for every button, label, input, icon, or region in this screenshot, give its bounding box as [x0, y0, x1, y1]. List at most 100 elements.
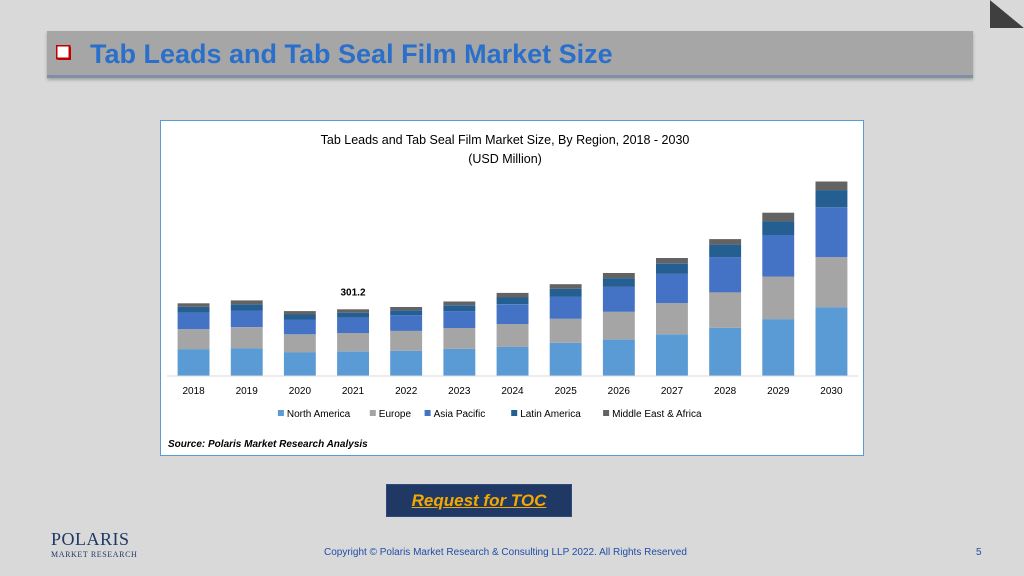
bar-segment-2021-latin-america: [337, 312, 369, 318]
bar-segment-2019-middle-east-africa: [230, 300, 263, 305]
x-tick-2026: 2026: [608, 386, 631, 397]
x-tick-2027: 2027: [661, 386, 684, 397]
bar-segment-2024-europe: [496, 324, 529, 347]
legend-swatch-latin-america: [511, 410, 518, 416]
logo-subtitle: MARKET RESEARCH: [51, 550, 138, 559]
bar-segment-2018-asia-pacific: [177, 312, 210, 330]
bar-segment-2024-middle-east-africa: [496, 292, 529, 298]
chart-subtitle: (USD Million): [468, 152, 542, 166]
bar-segment-2019-latin-america: [230, 304, 263, 311]
legend-label-middle-east-africa: Middle East & Africa: [612, 409, 702, 420]
bar-segment-2027-latin-america: [656, 263, 688, 274]
bar-segment-2027-europe: [656, 303, 688, 335]
x-tick-2020: 2020: [289, 386, 312, 397]
bar-segment-2018-north-america: [177, 349, 210, 376]
legend-label-asia-pacific: Asia Pacific: [434, 409, 486, 420]
slide-title-bar: Tab Leads and Tab Seal Film Market Size: [47, 31, 973, 78]
bar-segment-2030-north-america: [815, 307, 848, 376]
bar-segment-2022-north-america: [390, 350, 423, 376]
chart-title: Tab Leads and Tab Seal Film Market Size,…: [321, 133, 690, 147]
x-tick-2030: 2030: [820, 386, 843, 397]
bar-segment-2030-latin-america: [815, 190, 848, 208]
bar-segment-2023-europe: [443, 327, 476, 349]
bar-segment-2026-north-america: [602, 339, 635, 376]
bar-segment-2029-latin-america: [762, 221, 795, 235]
logo-name: POLARIS: [51, 529, 130, 549]
bar-segment-2030-europe: [815, 257, 848, 308]
bar-segment-2025-asia-pacific: [549, 296, 582, 319]
stacked-bar-chart: Tab Leads and Tab Seal Film Market Size,…: [167, 133, 858, 450]
legend-swatch-middle-east-africa: [603, 410, 610, 416]
bar-segment-2023-north-america: [443, 348, 476, 376]
bar-segment-2019-north-america: [230, 348, 263, 376]
x-tick-2021: 2021: [342, 386, 365, 397]
bar-segment-2025-middle-east-africa: [549, 284, 582, 289]
bar-segment-2020-asia-pacific: [283, 319, 316, 335]
bar-segment-2018-europe: [177, 329, 210, 350]
bar-segment-2020-middle-east-africa: [283, 311, 316, 315]
legend-swatch-north-america: [277, 410, 284, 416]
bar-segment-2020-north-america: [283, 352, 316, 376]
request-toc-label: Request for TOC: [411, 490, 547, 510]
bar-segment-2019-europe: [230, 327, 263, 349]
data-label-2021: 301.2: [340, 287, 365, 298]
bar-segment-2029-europe: [762, 276, 795, 320]
bar-segment-2030-middle-east-africa: [815, 181, 848, 191]
bar-segment-2029-asia-pacific: [762, 235, 795, 277]
bar-segment-2028-asia-pacific: [709, 257, 742, 293]
bar-segment-2026-latin-america: [602, 278, 635, 287]
bar-segment-2028-latin-america: [709, 244, 742, 258]
copyright-text: Copyright © Polaris Market Research & Co…: [324, 547, 687, 558]
legend-swatch-asia-pacific: [424, 410, 431, 416]
slide-title: Tab Leads and Tab Seal Film Market Size: [90, 39, 613, 69]
bar-segment-2024-asia-pacific: [496, 304, 529, 325]
bar-segment-2025-latin-america: [549, 288, 582, 297]
legend-swatch-europe: [369, 410, 376, 416]
x-tick-2018: 2018: [182, 386, 205, 397]
bar-segment-2028-europe: [709, 292, 742, 328]
x-tick-labels: 2018 2019 2020 2021 2022 2023 2024 2025 2026 2027…: [182, 386, 842, 397]
checkbox-bullet-icon: [56, 45, 71, 60]
chart-container: Tab Leads and Tab Seal Film Market Size,…: [160, 120, 864, 456]
bar-segment-2028-middle-east-africa: [709, 239, 742, 245]
bar-segment-2029-north-america: [762, 319, 795, 376]
bar-segment-2024-north-america: [496, 346, 529, 376]
x-tick-2028: 2028: [714, 386, 737, 397]
bar-segment-2026-middle-east-africa: [602, 273, 635, 278]
legend-label-latin-america: Latin America: [520, 409, 581, 420]
polaris-logo: POLARIS MARKET RESEARCH: [51, 530, 137, 559]
bar-segment-2020-europe: [283, 334, 316, 353]
page-number: 5: [976, 547, 982, 558]
bar-segment-2029-middle-east-africa: [762, 212, 795, 222]
bar-segment-2021-europe: [337, 332, 369, 352]
bar-segment-2028-north-america: [709, 327, 742, 376]
bar-segment-2021-asia-pacific: [337, 317, 369, 333]
x-tick-2029: 2029: [767, 386, 790, 397]
x-tick-2019: 2019: [236, 386, 259, 397]
x-tick-2022: 2022: [395, 386, 418, 397]
bar-segment-2022-latin-america: [390, 310, 423, 316]
bar-segment-2027-middle-east-africa: [656, 258, 688, 264]
chart-source: Source: Polaris Market Research Analysis: [168, 439, 368, 450]
chart-legend: North America Europe Asia Pacific Latin Ame…: [277, 409, 702, 420]
bar-segment-2026-europe: [602, 311, 635, 340]
bar-segment-2027-asia-pacific: [656, 273, 688, 304]
bar-segment-2021-middle-east-africa: [337, 309, 369, 313]
legend-label-north-america: North America: [287, 409, 351, 420]
request-toc-button[interactable]: Request for TOC: [386, 484, 572, 517]
bar-segment-2018-middle-east-africa: [177, 303, 210, 307]
x-tick-2024: 2024: [501, 386, 524, 397]
bar-segment-2022-europe: [390, 330, 423, 351]
corner-triangle-decoration: [990, 0, 1024, 28]
bar-segment-2025-north-america: [549, 343, 582, 376]
bar-segment-2021-north-america: [337, 351, 369, 376]
bar-segment-2022-asia-pacific: [390, 315, 423, 331]
bar-segment-2030-asia-pacific: [815, 207, 848, 258]
bars-group: [177, 181, 848, 376]
bar-segment-2022-middle-east-africa: [390, 307, 423, 311]
bar-segment-2019-asia-pacific: [230, 310, 263, 328]
bar-segment-2023-asia-pacific: [443, 311, 476, 328]
bar-segment-2023-latin-america: [443, 305, 476, 312]
bar-segment-2023-middle-east-africa: [443, 301, 476, 306]
bar-segment-2026-asia-pacific: [602, 286, 635, 312]
